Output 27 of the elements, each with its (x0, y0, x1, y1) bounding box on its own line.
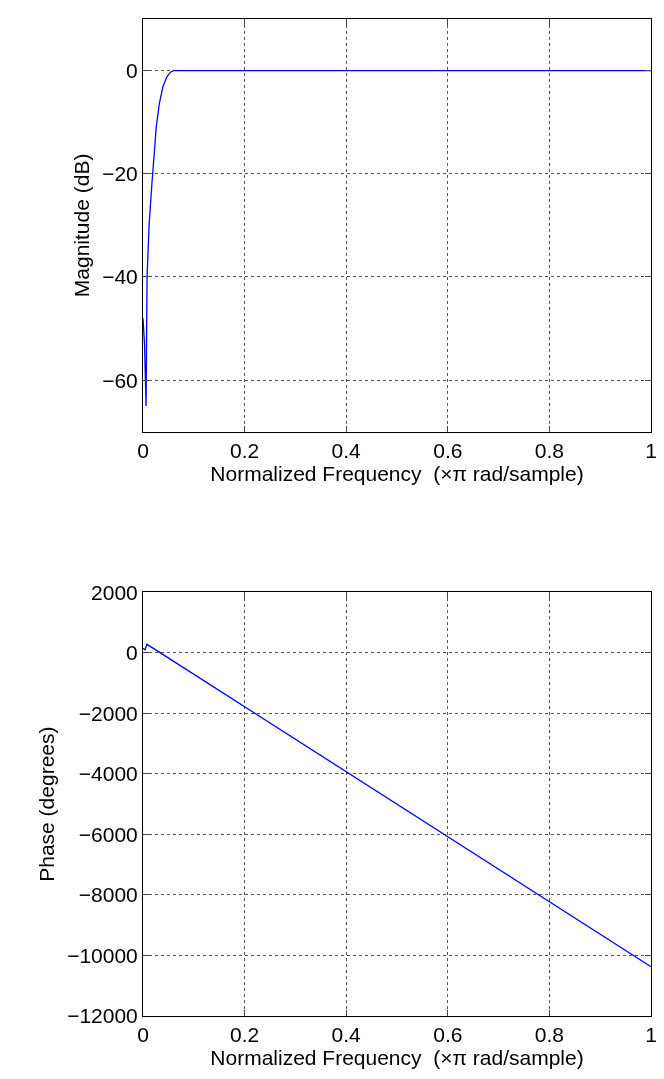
x-tick-label: 0.2 (230, 1023, 260, 1047)
y-tick-label: −6000 (78, 822, 138, 846)
y-axis-title: Magnitude (dB) (70, 153, 94, 298)
y-tick-label: −40 (102, 265, 138, 289)
y-axis-title: Phase (degrees) (35, 726, 59, 882)
x-tick-label: 0.4 (331, 438, 362, 462)
y-tick-label: 2000 (91, 580, 138, 604)
x-tick-label: 0.2 (230, 438, 260, 462)
x-tick-label: 0.6 (433, 1023, 463, 1047)
y-tick-label: −12000 (67, 1004, 138, 1028)
x-tick-label: 0.6 (433, 438, 463, 462)
x-tick-label: 0.4 (331, 1023, 362, 1047)
y-tick-label: 0 (126, 58, 138, 82)
y-tick-label: −8000 (78, 883, 138, 907)
y-tick-label: −2000 (78, 701, 138, 725)
y-tick-label: 0 (126, 641, 138, 665)
x-axis-title: Normalized Frequency (×π rad/sample) (210, 461, 584, 485)
y-tick-label: −10000 (67, 943, 138, 967)
line-series (143, 643, 651, 968)
x-axis-title: Normalized Frequency (×π rad/sample) (210, 1046, 584, 1070)
x-tick-label: 0.8 (534, 1023, 564, 1047)
y-tick-label: −20 (102, 162, 138, 186)
y-tick-label: −60 (102, 368, 138, 392)
x-tick-label: 1 (645, 1023, 657, 1047)
x-tick-label: 1 (645, 438, 657, 462)
x-tick-label: 0.8 (534, 438, 564, 462)
y-tick-label: −4000 (78, 762, 138, 786)
